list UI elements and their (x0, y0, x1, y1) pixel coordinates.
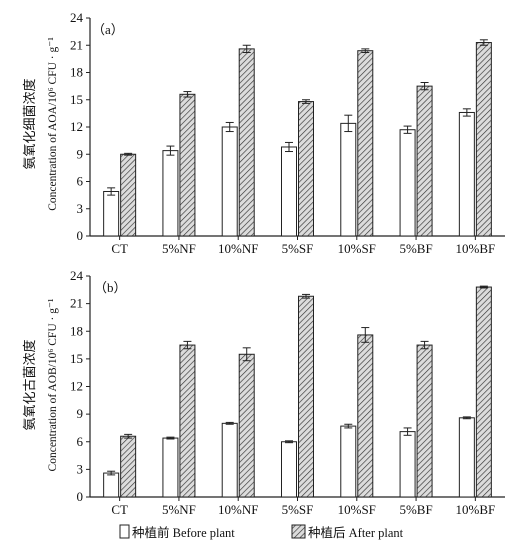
panel-a-x-tick-label: 5%SF (282, 241, 314, 256)
panel-b: （b） 氨氧化古菌浓度 Concentration of AOB/10⁶ CFU… (22, 268, 505, 517)
panel-b-bar-before-5pctnf (162, 437, 179, 498)
panel-b-bar-before-10pctbf (458, 417, 475, 498)
legend-before-label: 种植前 Before plant (132, 525, 235, 540)
panel-a-y-tick-label: 15 (70, 92, 83, 107)
panel-a-y-tick-label: 18 (70, 65, 83, 80)
panel-b-bar-after-ct (120, 435, 137, 498)
panel-b-bar-before-ct (103, 472, 120, 498)
legend-after-swatch (291, 524, 306, 539)
panel-b-bar-after-10pctsf (357, 334, 374, 498)
panel-a-bar-after-5pctsf (298, 101, 314, 237)
panel-a-bar-after-5pctnf (179, 93, 196, 237)
panel-b-bar-after-10pctnf (238, 353, 255, 498)
panel-b-y-tick-label: 18 (70, 323, 83, 338)
panel-a-y-tick-label: 12 (70, 119, 83, 134)
panel-a-ylabel-cn: 氨氧化细菌浓度 (22, 78, 37, 169)
panel-a-x-tick-label: 10%BF (455, 241, 495, 256)
panel-a-bar-after-10pctsf (357, 50, 374, 237)
panel-a-bar-before-5pctnf (162, 150, 179, 237)
panel-a-bar-after-5pctbf (416, 85, 433, 237)
panel-b-x-tick-label: CT (111, 502, 128, 517)
panel-b-y-tick-label: 6 (77, 434, 84, 449)
panel-a-bar-before-10pctsf (340, 122, 357, 237)
panel-b-x-tick-label: 5%NF (162, 502, 196, 517)
panel-b-x-tick-label: 5%SF (282, 502, 314, 517)
panel-b-ylabel-en: Concentration of AOB/10⁶ CFU · g⁻¹ (47, 298, 59, 471)
panel-a-x-tick-label: 10%NF (218, 241, 258, 256)
panel-b-x-tick-label: 5%BF (399, 502, 432, 517)
panel-b-x-tick-label: 10%BF (455, 502, 495, 517)
panel-b-y-tick-label: 9 (77, 406, 84, 421)
panel-b-bar-before-10pctsf (340, 425, 357, 498)
panel-b-bar-after-5pctbf (416, 344, 433, 498)
panel-a-bar-after-ct (120, 153, 137, 237)
panel-a-ylabel-en: Concentration of AOA/10⁶ CFU · g⁻¹ (47, 37, 59, 211)
panel-b-bar-before-10pctnf (221, 422, 238, 498)
panel-a-label: （a） (92, 22, 124, 37)
panel-a-y-tick-label: 21 (70, 37, 83, 52)
panel-a-x-tick-label: 5%NF (162, 241, 196, 256)
panel-b-x-tick-label: 10%SF (338, 502, 376, 517)
panel-a-bar-before-ct (103, 190, 120, 237)
panel-b-y-tick-label: 12 (70, 379, 83, 394)
legend-after-label: 种植后 After plant (308, 525, 404, 540)
panel-a-x-tick-label: 5%BF (399, 241, 432, 256)
panel-b-y-tick-label: 24 (70, 268, 84, 283)
panel-a-y-tick-label: 24 (70, 10, 84, 25)
panel-b-bar-before-5pctsf (281, 441, 297, 498)
panel-b-bar-after-5pctsf (298, 295, 314, 498)
panel-a-y-tick-label: 6 (77, 174, 84, 189)
panel-b-label: （b） (94, 280, 127, 295)
panel-b-ylabel-cn: 氨氧化古菌浓度 (22, 339, 37, 430)
panel-b-y-tick-label: 21 (70, 296, 83, 311)
panel-a-bar-before-10pctnf (221, 126, 238, 237)
panel-a-bar-before-5pctsf (281, 146, 297, 237)
panel-b-y-tick-label: 0 (77, 489, 84, 504)
panel-b-y-tick-label: 3 (77, 461, 84, 476)
panel-b-bar-after-5pctnf (179, 344, 196, 498)
legend-before-swatch (119, 524, 130, 539)
panel-a-bar-after-10pctbf (475, 42, 492, 237)
panel-a-bar-before-5pctbf (399, 129, 416, 237)
panel-a-y-tick-label: 3 (77, 201, 84, 216)
panel-a-x-tick-label: CT (111, 241, 128, 256)
panel-a: （a） 氨氧化细菌浓度 Concentration of AOA/10⁶ CFU… (22, 10, 505, 256)
panel-b-bar-before-5pctbf (399, 431, 416, 498)
legend: 种植前 Before plant 种植后 After plant (119, 524, 404, 540)
panel-a-bar-before-10pctbf (458, 111, 475, 237)
panel-a-y-tick-label: 9 (77, 146, 84, 161)
panel-b-bar-after-10pctbf (475, 286, 492, 498)
panel-a-y-tick-label: 0 (77, 228, 84, 243)
panel-b-y-tick-label: 15 (70, 351, 83, 366)
panel-b-x-tick-label: 10%NF (218, 502, 258, 517)
panel-a-bar-after-10pctnf (238, 48, 255, 237)
panel-a-x-tick-label: 10%SF (338, 241, 376, 256)
